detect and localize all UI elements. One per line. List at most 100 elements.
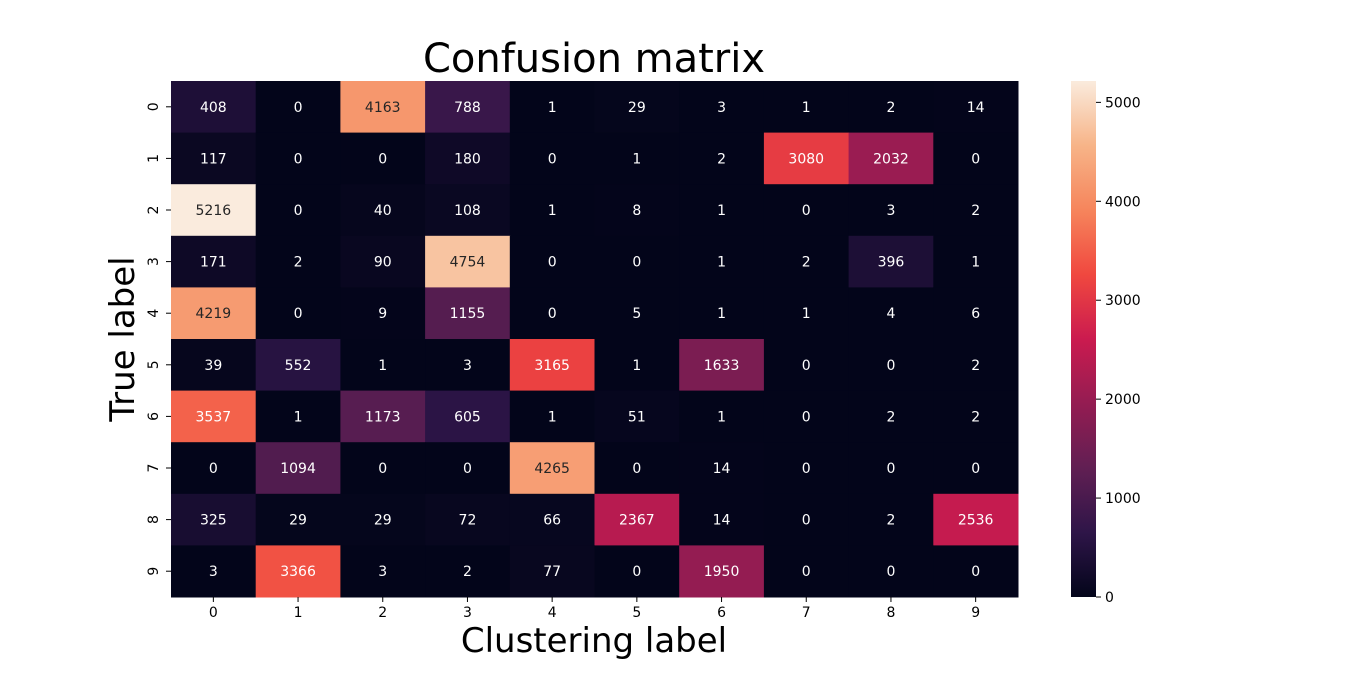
cell-value-label: 90 xyxy=(374,255,392,271)
heatmap-cell xyxy=(509,545,595,598)
heatmap-cell xyxy=(255,390,341,443)
heatmap-cell xyxy=(171,442,257,495)
heatmap-cell xyxy=(255,442,341,495)
heatmap-cell xyxy=(340,184,426,237)
heatmap-cell xyxy=(763,184,850,237)
heatmap-cell xyxy=(255,545,341,598)
heatmap-cell xyxy=(679,493,765,546)
heatmap-cell xyxy=(848,545,934,598)
cell-value-label: 1950 xyxy=(704,564,740,580)
heatmap-cell xyxy=(848,184,934,237)
y-tick-label: 9 xyxy=(146,567,162,576)
heatmap-cell xyxy=(171,132,257,185)
heatmap-cell xyxy=(848,132,934,185)
heatmap-cell xyxy=(763,287,850,340)
cell-value-label: 14 xyxy=(967,100,985,116)
cell-value-label: 1 xyxy=(632,358,641,374)
cell-value-label: 29 xyxy=(289,513,307,529)
cell-value-label: 72 xyxy=(459,513,477,529)
cell-value-label: 0 xyxy=(209,461,218,477)
heatmap-cell xyxy=(255,287,341,340)
cell-value-label: 1 xyxy=(717,255,726,271)
heatmap-cell xyxy=(171,390,257,443)
heatmap-cell xyxy=(933,81,1019,134)
heatmap-cell xyxy=(425,184,511,237)
colorbar-tick-label: 3000 xyxy=(1105,293,1141,309)
heatmap-cell xyxy=(340,132,426,185)
heatmap-cell xyxy=(425,442,511,495)
cell-value-label: 77 xyxy=(543,564,561,580)
heatmap-cell xyxy=(594,81,680,134)
cell-value-label: 171 xyxy=(200,255,227,271)
y-tick-label: 7 xyxy=(146,464,162,473)
colorbar-tick-label: 1000 xyxy=(1105,491,1141,507)
cell-value-label: 2 xyxy=(886,513,895,529)
y-tick-label: 3 xyxy=(146,257,162,266)
heatmap-cell xyxy=(594,442,680,495)
cell-value-label: 0 xyxy=(802,409,811,425)
heatmap-cell xyxy=(763,493,850,546)
cell-value-label: 1 xyxy=(717,409,726,425)
cell-value-label: 396 xyxy=(878,255,905,271)
cell-value-label: 408 xyxy=(200,100,227,116)
cell-value-label: 2 xyxy=(463,564,472,580)
cell-value-label: 605 xyxy=(454,409,481,425)
y-tick-label: 5 xyxy=(146,360,162,369)
heatmap-cell xyxy=(171,81,257,134)
heatmap-cell xyxy=(425,81,511,134)
cell-value-label: 4219 xyxy=(196,306,232,322)
heatmap-cell xyxy=(933,339,1019,392)
cell-value-label: 552 xyxy=(285,358,312,374)
cell-value-label: 3 xyxy=(463,358,472,374)
heatmap-cell xyxy=(594,184,680,237)
heatmap-cell xyxy=(425,132,511,185)
heatmap-cell xyxy=(509,287,595,340)
cell-value-label: 0 xyxy=(802,564,811,580)
cell-value-label: 4 xyxy=(886,306,895,322)
heatmap-cell xyxy=(425,493,511,546)
heatmap-cell xyxy=(509,493,595,546)
cell-value-label: 1 xyxy=(802,306,811,322)
heatmap-cell xyxy=(171,235,257,288)
x-tick-label: 5 xyxy=(632,605,641,621)
cell-value-label: 2 xyxy=(294,255,303,271)
x-tick-label: 4 xyxy=(548,605,557,621)
heatmap-cell xyxy=(763,545,850,598)
heatmap-cell xyxy=(340,545,426,598)
cell-value-label: 5 xyxy=(632,306,641,322)
cell-value-label: 1 xyxy=(717,203,726,219)
cell-value-label: 0 xyxy=(971,151,980,167)
cell-value-label: 1155 xyxy=(450,306,486,322)
heatmap-cell xyxy=(425,390,511,443)
heatmap-cell xyxy=(425,339,511,392)
cell-value-label: 117 xyxy=(200,151,227,167)
cell-value-label: 51 xyxy=(628,409,646,425)
cell-value-label: 0 xyxy=(548,151,557,167)
cell-value-label: 0 xyxy=(802,461,811,477)
cell-value-label: 0 xyxy=(378,151,387,167)
cell-value-label: 40 xyxy=(374,203,392,219)
cell-value-label: 1 xyxy=(802,100,811,116)
cell-value-label: 0 xyxy=(294,100,303,116)
x-axis-label: Clustering label xyxy=(461,621,727,661)
cell-value-label: 0 xyxy=(294,151,303,167)
cell-value-label: 0 xyxy=(802,358,811,374)
cell-value-label: 0 xyxy=(971,461,980,477)
cell-value-label: 2 xyxy=(886,100,895,116)
heatmap-cell xyxy=(594,545,680,598)
heatmap-cell xyxy=(255,339,341,392)
cell-value-label: 29 xyxy=(374,513,392,529)
cell-value-label: 108 xyxy=(454,203,481,219)
heatmap-cell xyxy=(255,132,341,185)
y-axis-ticks: 0 1 2 3 4 5 6 7 8 9 xyxy=(146,102,171,576)
colorbar-tick-label: 4000 xyxy=(1105,194,1141,210)
cell-value-label: 2 xyxy=(802,255,811,271)
heatmap-cell xyxy=(255,81,341,134)
cell-value-label: 9 xyxy=(378,306,387,322)
heatmap-cell xyxy=(679,287,765,340)
heatmap-cell xyxy=(933,390,1019,443)
x-tick-label: 1 xyxy=(294,605,303,621)
heatmap-cell xyxy=(848,287,934,340)
heatmap-cell xyxy=(425,287,511,340)
heatmap-cell xyxy=(340,81,426,134)
